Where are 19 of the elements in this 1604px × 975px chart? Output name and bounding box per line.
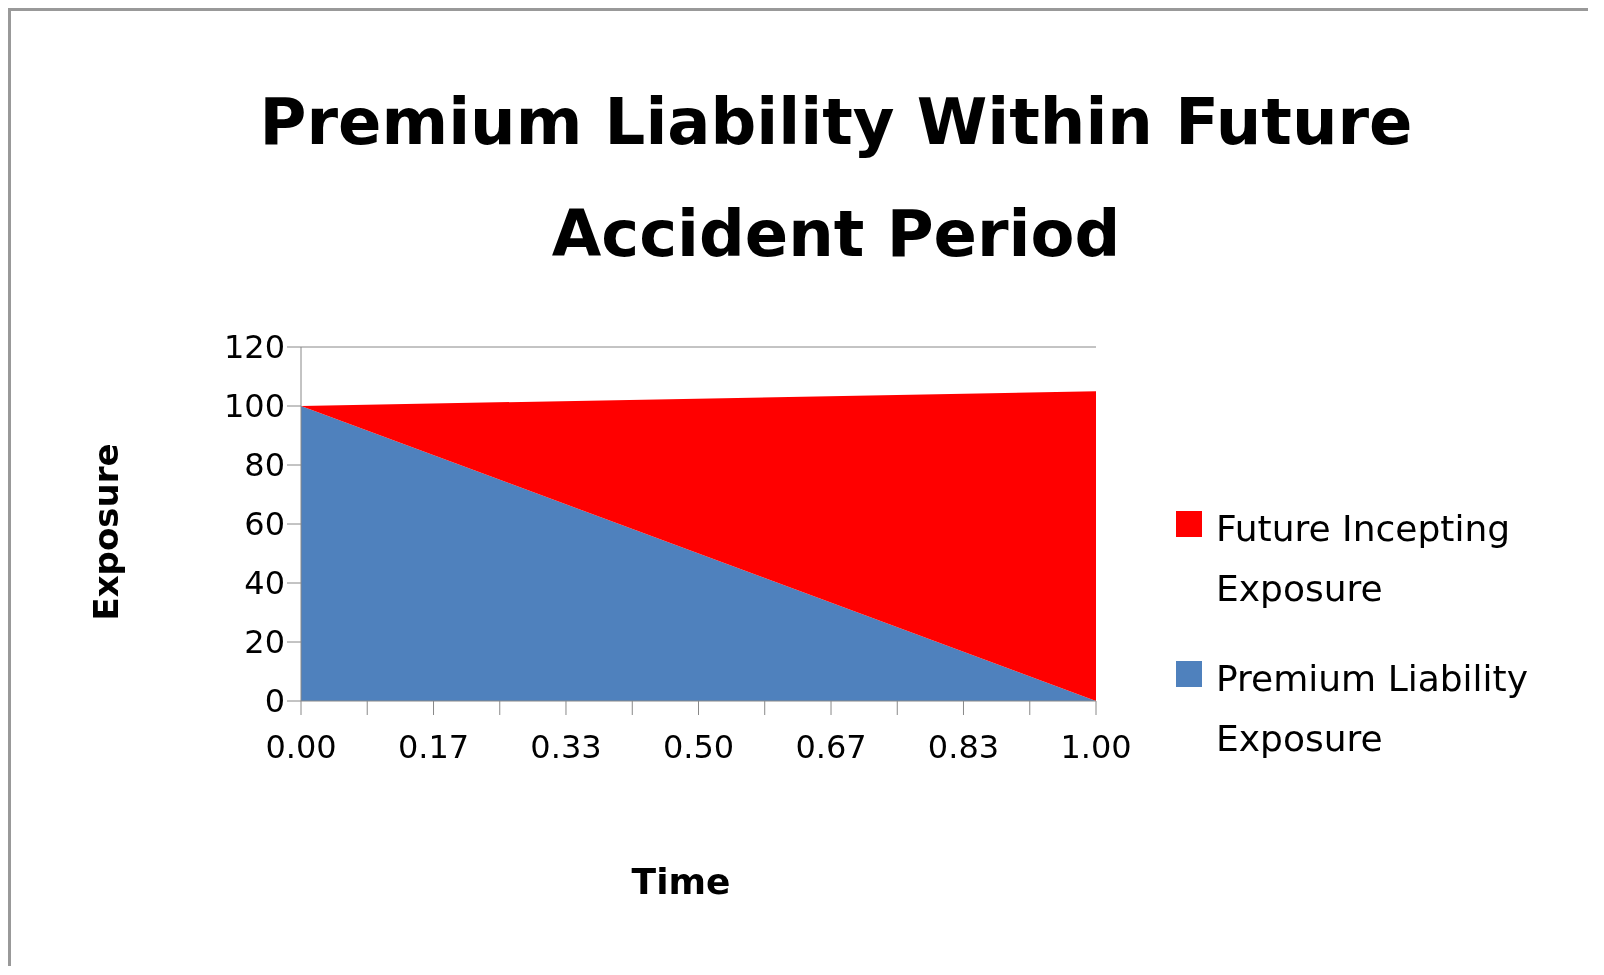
x-axis-title: Time (630, 861, 732, 902)
y-tick-label: 40 (244, 564, 285, 603)
x-tick-label: 0.33 (530, 727, 602, 766)
y-tick-label: 120 (223, 328, 285, 367)
x-tick-label: 1.00 (1060, 727, 1132, 766)
x-tick-label: 0.50 (662, 727, 735, 766)
y-tick-label: 100 (223, 387, 285, 426)
y-axis-title: Exposure (86, 442, 126, 621)
y-tick-label: 60 (244, 505, 285, 544)
x-tick-label: 0.00 (265, 727, 337, 766)
x-tick-label: 0.67 (795, 727, 867, 766)
y-tick-label: 20 (244, 623, 285, 662)
y-tick-label: 80 (244, 446, 285, 485)
legend-label: Premium Liability Exposure (1216, 657, 1530, 761)
legend-label: Future Incepting Exposure (1216, 507, 1512, 611)
y-tick-label: 0 (264, 682, 285, 721)
x-tick-label: 0.83 (927, 727, 1000, 766)
x-tick-label: 0.17 (397, 727, 470, 766)
chart-title: Premium Liability Within Future Accident Period (258, 84, 1414, 273)
